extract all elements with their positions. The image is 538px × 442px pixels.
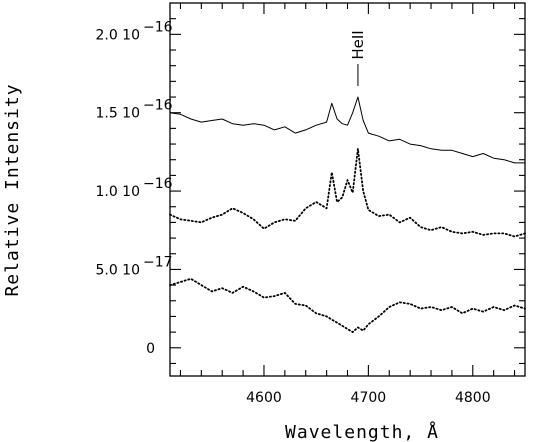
y-tick-exponent: −16 [143, 176, 173, 192]
y-tick-label: 2.0 10 [95, 27, 140, 43]
y-tick-label: 5.0 10 [95, 262, 140, 278]
y-tick-exponent: −17 [143, 254, 173, 270]
y-tick-label: 1.5 10 [95, 106, 140, 122]
plot-frame [169, 2, 526, 377]
x-tick-label: 4600 [246, 390, 282, 406]
annotation-layer: HeII [349, 30, 367, 86]
x-tick-label: 4800 [455, 390, 491, 406]
spectrum-series-3 [169, 277, 526, 334]
series-layer [169, 96, 526, 334]
y-tick-label: 1.0 10 [95, 184, 140, 200]
spectrum-series-2 [169, 147, 526, 238]
x-tick-label: 4700 [351, 390, 387, 406]
y-tick-label: 0 [146, 341, 155, 357]
y-tick-exponent: −16 [143, 19, 173, 35]
x-axis-title: Wavelength, Å [285, 421, 439, 442]
y-axis-title: Relative Intensity [2, 83, 23, 296]
y-tick-exponent: −16 [143, 98, 173, 114]
annotation-label: HeII [349, 30, 367, 59]
spectrum-series-1 [169, 96, 525, 164]
